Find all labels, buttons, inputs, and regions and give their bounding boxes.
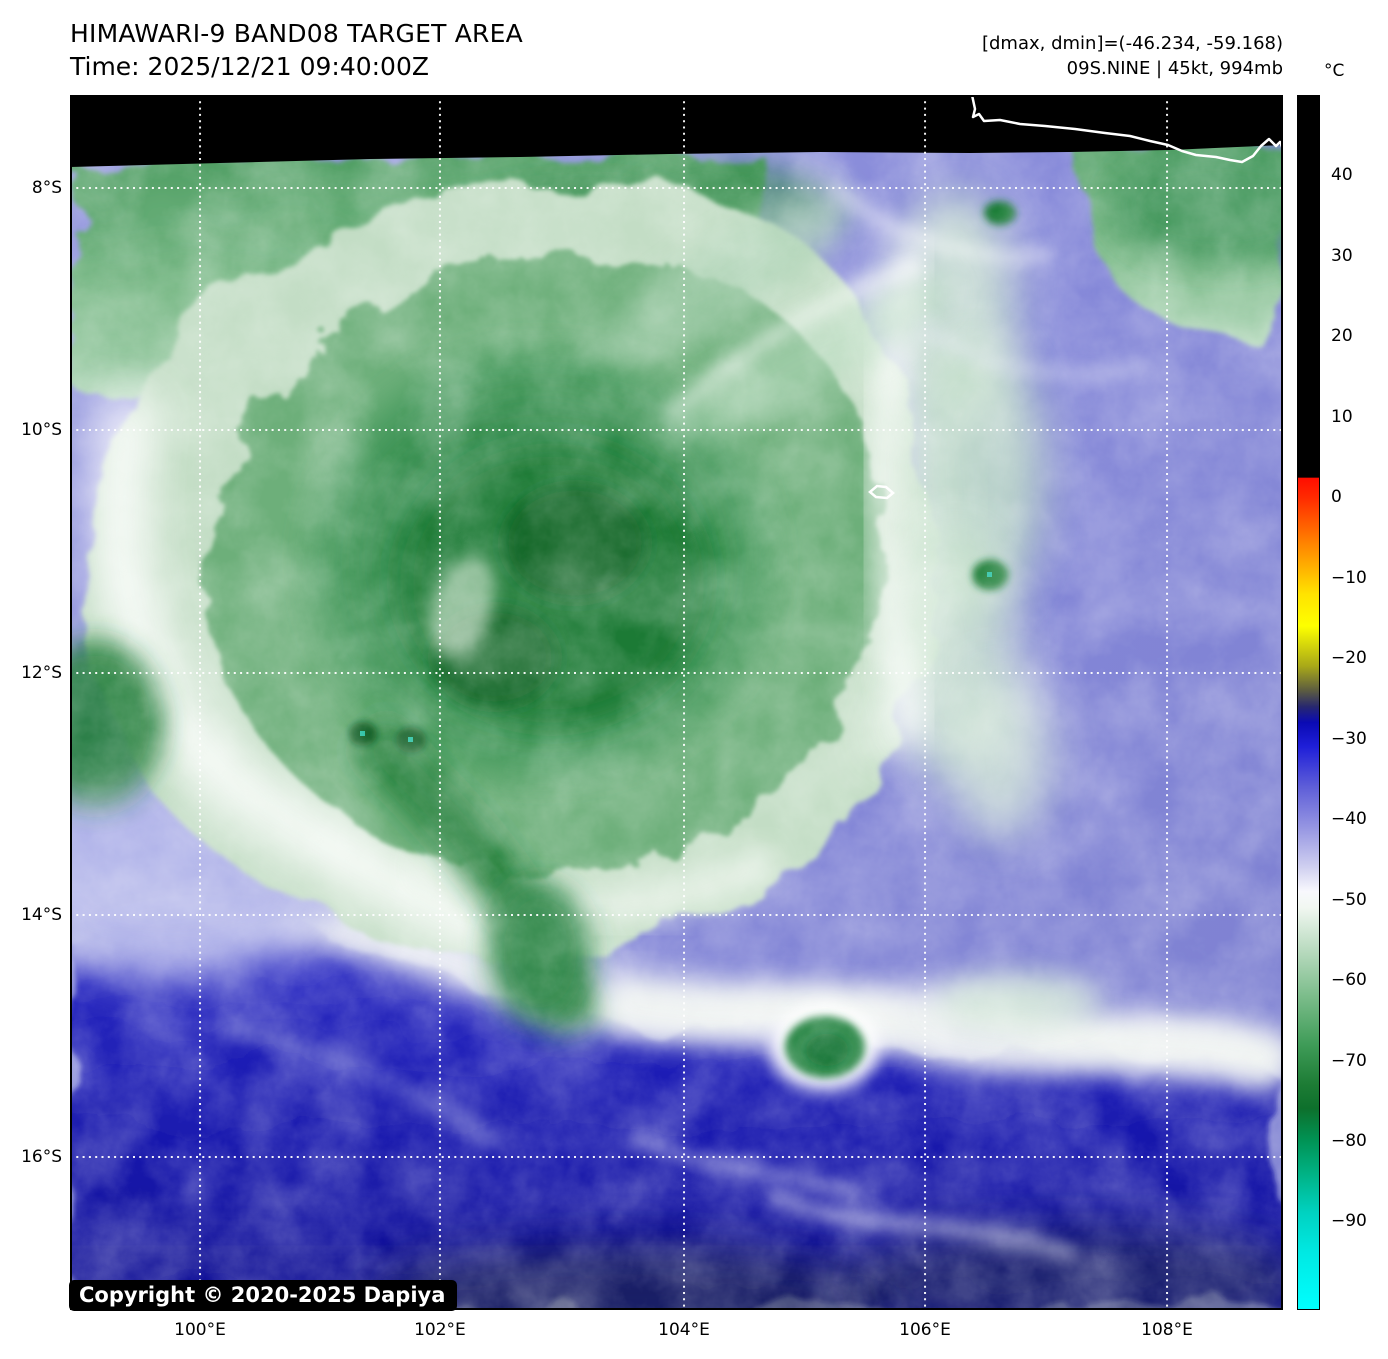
figure-title: HIMAWARI-9 BAND08 TARGET AREA: [70, 19, 523, 48]
christmas-island-coastline: [868, 484, 895, 500]
colorbar-tick-label: −50: [1331, 889, 1367, 910]
colorbar-tick-label: 30: [1331, 245, 1353, 266]
longitude-tick-label: 100°E: [174, 1320, 226, 1340]
colorbar-tick-label: −40: [1331, 809, 1367, 830]
colorbar-tick-label: −30: [1331, 728, 1367, 749]
colorbar-tick-label: −20: [1331, 648, 1367, 669]
header-right: [dmax, dmin]=(-46.234, -59.168) 09S.NINE…: [982, 31, 1283, 81]
colorbar-tick-label: −10: [1331, 567, 1367, 588]
satellite-map: Copyright © 2020-2025 Dapiya: [69, 95, 1283, 1311]
longitude-tick-label: 104°E: [658, 1320, 710, 1340]
storm-info: 09S.NINE | 45kt, 994mb: [1066, 58, 1283, 79]
colorbar-tick-label: 10: [1331, 406, 1353, 427]
colorbar-tick-label: 20: [1331, 326, 1353, 347]
colorbar-tick-label: −90: [1331, 1211, 1367, 1232]
dmax-dmin-readout: [dmax, dmin]=(-46.234, -59.168): [981, 33, 1283, 54]
colorbar-tick-label: −80: [1331, 1131, 1367, 1152]
colorbar-gradient: [1297, 95, 1320, 1310]
colorbar-tick-label: −70: [1331, 1050, 1367, 1071]
grid-lines: [70, 95, 1283, 1310]
copyright-badge: Copyright © 2020-2025 Dapiya: [69, 1280, 458, 1311]
latitude-tick-label: 8°S: [31, 177, 62, 198]
colorbar-tick-label: −60: [1331, 970, 1367, 991]
longitude-tick-label: 106°E: [899, 1320, 951, 1340]
latitude-tick-label: 10°S: [21, 419, 62, 440]
latitude-tick-label: 12°S: [21, 662, 62, 683]
latitude-tick-label: 14°S: [21, 905, 62, 925]
java-coastline: [970, 95, 1283, 164]
colorbar-unit-label: °C: [1324, 61, 1345, 81]
colorbar-tick-label: 40: [1331, 165, 1353, 186]
satellite-image: [70, 95, 1283, 1310]
colorbar-tick-label: 0: [1331, 487, 1342, 508]
longitude-tick-label: 102°E: [414, 1320, 466, 1340]
longitude-tick-label: 108°E: [1141, 1320, 1193, 1340]
latitude-tick-label: 16°S: [21, 1147, 62, 1168]
cloud-texture: [70, 95, 1283, 1310]
colorbar: [1297, 95, 1320, 1310]
figure-timestamp: Time: 2025/12/21 09:40:00Z: [70, 52, 429, 81]
map-border: [70, 95, 1283, 1310]
